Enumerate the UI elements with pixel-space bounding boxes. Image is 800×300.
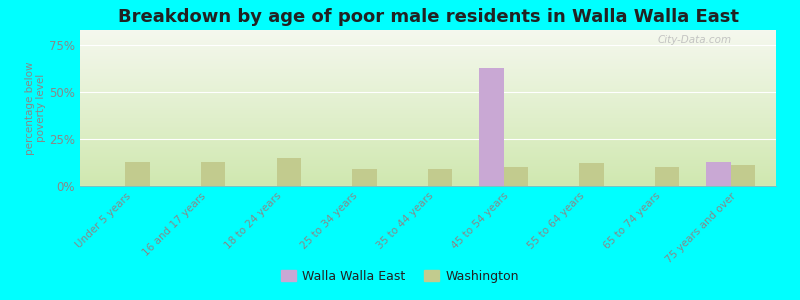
Bar <box>479 68 504 186</box>
Bar <box>352 169 377 186</box>
Legend: Walla Walla East, Washington: Walla Walla East, Washington <box>276 265 524 288</box>
Bar <box>706 162 730 186</box>
Bar <box>428 169 452 186</box>
Bar <box>126 162 150 186</box>
Bar <box>730 165 755 186</box>
Y-axis label: percentage below
poverty level: percentage below poverty level <box>25 61 46 155</box>
Text: City-Data.com: City-Data.com <box>658 35 732 45</box>
Bar <box>504 167 528 186</box>
Bar <box>579 164 603 186</box>
Bar <box>655 167 679 186</box>
Bar <box>277 158 301 186</box>
Bar <box>201 162 226 186</box>
Title: Breakdown by age of poor male residents in Walla Walla East: Breakdown by age of poor male residents … <box>118 8 738 26</box>
